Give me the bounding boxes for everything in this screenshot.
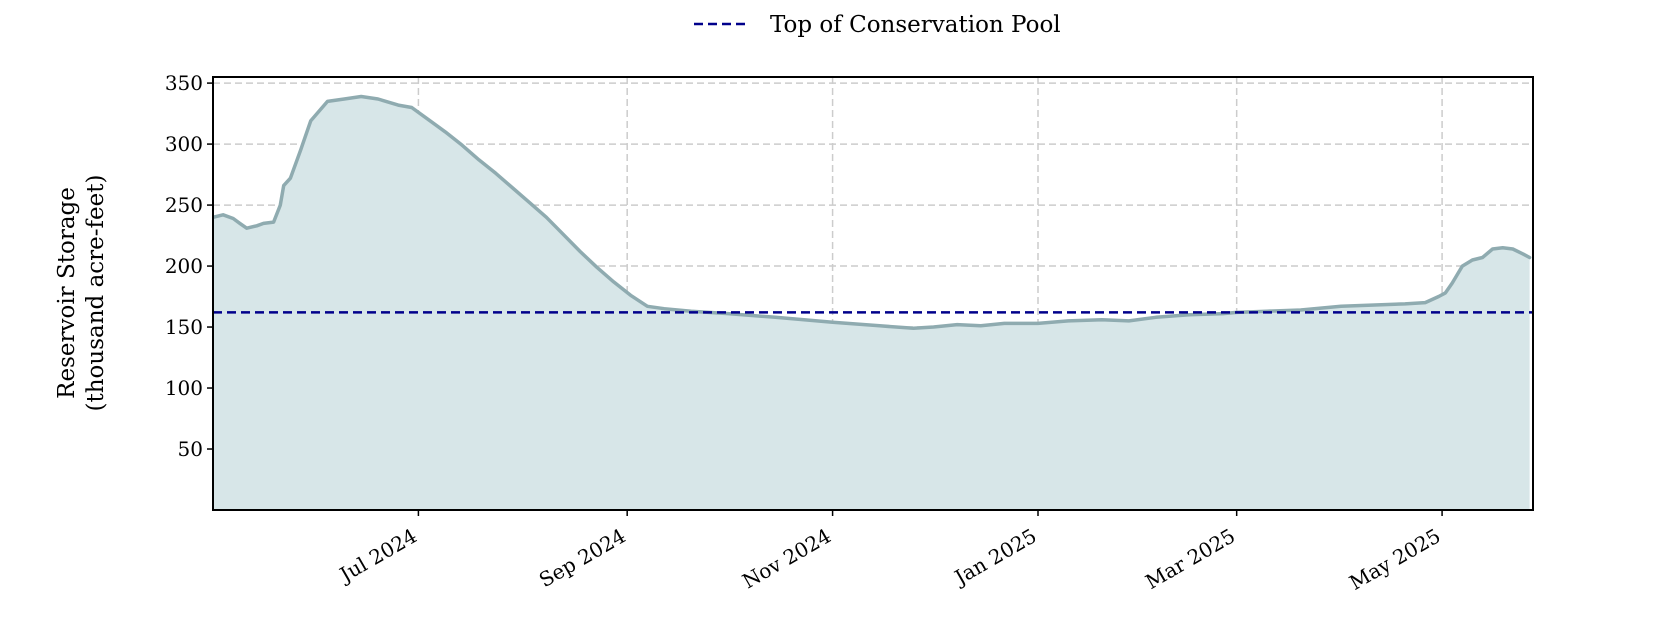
x-axis: Jul 2024 Sep 2024 Nov 2024 Jan 2025 Mar 2025…: [334, 510, 1445, 595]
plot-frame: [212, 76, 1534, 511]
x-tick-label: Jan 2025: [949, 524, 1041, 591]
y-axis-label-line-2: (thousand acre-feet): [83, 175, 109, 412]
storage-area-fill: [213, 96, 1530, 510]
y-tick-label: 150: [165, 315, 203, 339]
y-tick-label: 350: [165, 71, 203, 95]
legend-reference-line-label: Top of Conservation Pool: [770, 12, 1061, 38]
x-tick-label: Sep 2024: [535, 524, 630, 593]
y-tick-label: 50: [178, 437, 203, 461]
plot-area: [213, 94, 1533, 510]
x-tick-label: Nov 2024: [738, 524, 835, 594]
x-tick-label: Mar 2025: [1141, 524, 1239, 594]
y-axis-label-line-1: Reservoir Storage: [54, 187, 80, 399]
x-tick-label: Jul 2024: [334, 524, 421, 588]
y-tick-label: 200: [165, 254, 203, 278]
y-axis: 50 100 150 200 250 300 350: [165, 71, 213, 461]
y-tick-label: 300: [165, 132, 203, 156]
y-tick-label: 100: [165, 376, 203, 400]
x-tick-label: May 2025: [1345, 524, 1444, 595]
y-tick-label: 250: [165, 193, 203, 217]
legend: Top of Conservation Pool: [694, 12, 1061, 38]
